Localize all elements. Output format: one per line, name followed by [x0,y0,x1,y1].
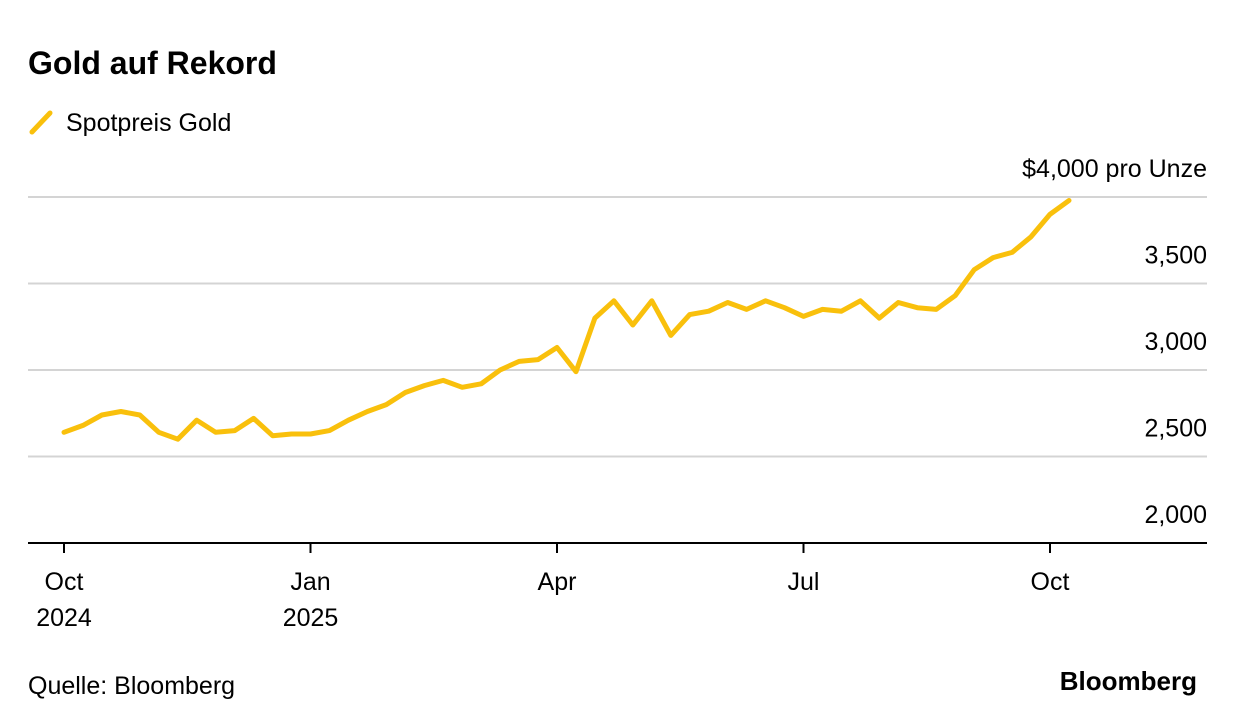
chart-title: Gold auf Rekord [28,45,277,81]
x-tick-label: Jul [788,568,820,596]
y-tick-label: 3,500 [1144,242,1207,270]
price-line [61,198,1072,442]
x-tick-label: Oct [1031,568,1070,596]
y-tick-label: $4,000 pro Unze [1022,155,1207,183]
x-tick-label: Apr [538,568,577,596]
x-tick-label: Oct 2024 [36,568,92,632]
brand-logo: Bloomberg [1060,666,1197,696]
legend-swatch [29,110,53,135]
y-tick-label: 2,000 [1144,501,1207,529]
source: Quelle: Bloomberg [28,672,235,700]
y-tick-label: 3,000 [1144,328,1207,356]
x-tick-label: Jan 2025 [283,568,339,632]
legend-label: Spotpreis Gold [66,109,231,137]
y-tick-label: 2,500 [1144,415,1207,443]
